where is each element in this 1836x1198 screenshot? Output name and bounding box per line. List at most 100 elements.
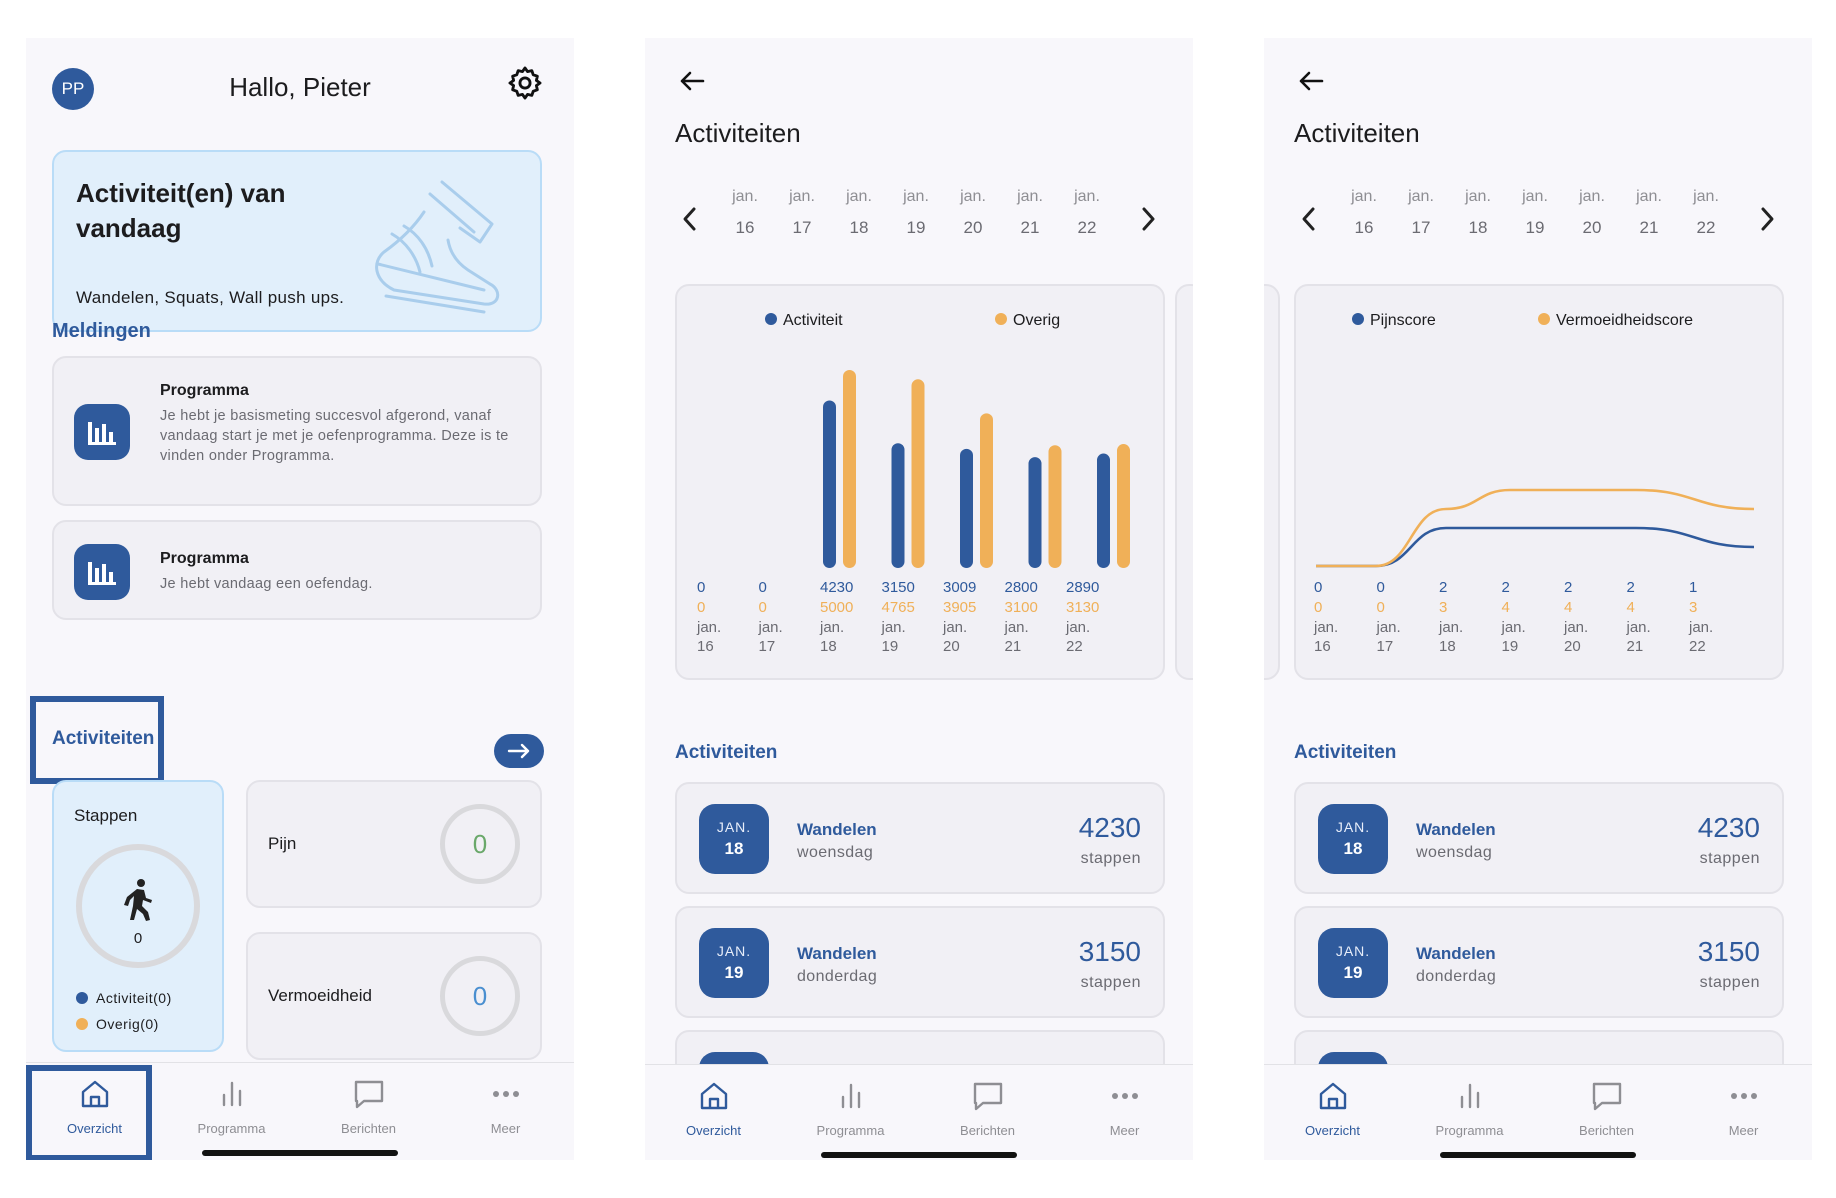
bar-chart-icon xyxy=(841,1083,860,1109)
today-activities-card[interactable]: Activiteit(en) van vandaag Wandelen, Squ… xyxy=(52,150,542,332)
day-item[interactable]: jan. 22 xyxy=(1693,188,1719,237)
x-tick-label: jan. xyxy=(696,619,721,636)
day-item[interactable]: jan. 17 xyxy=(1408,188,1434,237)
tab-programma[interactable]: Programma xyxy=(782,1065,919,1160)
tab-programma[interactable]: Programma xyxy=(163,1063,300,1160)
legend-dot xyxy=(1538,313,1550,325)
avatar[interactable]: PP xyxy=(52,68,94,110)
activities-more-button[interactable] xyxy=(494,734,544,768)
next-chart-card-edge[interactable] xyxy=(1175,284,1193,680)
tab-berichten[interactable]: Berichten xyxy=(919,1065,1056,1160)
day-item[interactable]: jan. 22 xyxy=(1074,188,1100,237)
data-label: 0 xyxy=(759,579,767,596)
chevron-right-icon[interactable] xyxy=(1137,202,1159,236)
day-item[interactable]: jan. 20 xyxy=(960,188,986,237)
more-icon xyxy=(1730,1093,1757,1099)
tab-overzicht[interactable]: Overzicht xyxy=(645,1065,782,1160)
day-item[interactable]: jan. 19 xyxy=(1522,188,1548,237)
data-label: 3100 xyxy=(1005,599,1038,616)
score-line-chart-card[interactable]: Pijnscore Vermoeidheidscore 0 0 0 0 2 3 2 4 2 4 2 4 1 3… xyxy=(1294,284,1784,680)
data-label: 0 xyxy=(1377,599,1385,616)
day-item[interactable]: jan. 20 xyxy=(1579,188,1605,237)
notification-card[interactable]: Programma Je hebt vandaag een oefendag. xyxy=(52,520,542,620)
list-item[interactable]: JAN. 19 Wandelen donderdag 3150 stappen xyxy=(1294,906,1784,1018)
steps-card[interactable]: Stappen 0 Activiteit(0) Overig(0) xyxy=(52,780,224,1052)
legend-dot xyxy=(1352,313,1364,325)
bar xyxy=(843,370,856,568)
tab-meer[interactable]: Meer xyxy=(437,1063,574,1160)
day-item[interactable]: jan. 17 xyxy=(789,188,815,237)
data-label: 2890 xyxy=(1066,579,1099,596)
legend-label: Pijnscore xyxy=(1370,312,1436,329)
x-tick-label: 22 xyxy=(1689,638,1706,655)
day-item[interactable]: jan. 16 xyxy=(1351,188,1377,237)
notification-card[interactable]: Programma Je hebt je basismeting succesv… xyxy=(52,356,542,506)
chevron-right-icon[interactable] xyxy=(1756,202,1778,236)
data-label: 3 xyxy=(1689,599,1697,616)
x-tick-label: 16 xyxy=(697,638,714,655)
day-item[interactable]: jan. 16 xyxy=(732,188,758,237)
data-label: 0 xyxy=(759,599,767,616)
activities-title[interactable]: Activiteiten xyxy=(52,728,155,749)
data-label: 3150 xyxy=(882,579,915,596)
message-icon xyxy=(354,1080,383,1109)
tab-meer[interactable]: Meer xyxy=(1056,1065,1193,1160)
tab-programma[interactable]: Programma xyxy=(1401,1065,1538,1160)
tab-overzicht[interactable]: Overzicht xyxy=(26,1063,163,1160)
notification-title: Programma xyxy=(160,382,249,399)
data-label: 3130 xyxy=(1066,599,1099,616)
day-item[interactable]: jan. 19 xyxy=(903,188,929,237)
activity-unit: stappen xyxy=(1080,850,1141,867)
activity-bar-chart-card[interactable]: Activiteit Overig 0 0 0 0 4230 5000 3150 4765 3009… xyxy=(675,284,1165,680)
x-tick-label: jan. xyxy=(1004,619,1029,636)
previous-chart-card-edge[interactable] xyxy=(1264,284,1280,680)
tab-meer[interactable]: Meer xyxy=(1675,1065,1812,1160)
overview-screen: PP Hallo, Pieter Activiteit(en) van vand… xyxy=(26,38,574,1160)
activity-value: 4230 xyxy=(1697,812,1760,843)
legend-dot xyxy=(765,313,777,325)
home-indicator xyxy=(821,1152,1017,1158)
x-tick-label: 18 xyxy=(820,638,837,655)
back-arrow-icon[interactable] xyxy=(1296,66,1326,96)
tab-overzicht[interactable]: Overzicht xyxy=(1264,1065,1401,1160)
notification-text: Je hebt vandaag een oefendag. xyxy=(160,576,373,592)
list-item[interactable]: JAN. 18 Wandelen woensdag 4230 stappen xyxy=(675,782,1165,894)
page-title: Activiteiten xyxy=(1294,118,1420,148)
activity-bar-chart: Activiteit Overig 0 0 0 0 4230 5000 3150 4765 3009… xyxy=(696,312,1130,655)
arrow-right-icon xyxy=(507,743,530,759)
data-label: 3009 xyxy=(943,579,976,596)
steps-label: Stappen xyxy=(74,806,138,825)
day-item[interactable]: jan. 18 xyxy=(846,188,872,237)
x-tick-label: 19 xyxy=(882,638,899,655)
activities-list-title: Activiteiten xyxy=(1294,742,1397,763)
x-tick-label: jan. xyxy=(881,619,906,636)
bar xyxy=(823,400,836,568)
x-tick-label: jan. xyxy=(1376,619,1401,636)
data-label: 0 xyxy=(1377,579,1385,596)
tab-berichten[interactable]: Berichten xyxy=(300,1063,437,1160)
data-label: 1 xyxy=(1689,579,1697,596)
data-label: 4 xyxy=(1564,599,1572,616)
activity-unit: stappen xyxy=(1699,850,1760,867)
gear-icon[interactable] xyxy=(506,64,544,102)
x-tick-label: 21 xyxy=(1005,638,1022,655)
chevron-left-icon[interactable] xyxy=(679,202,701,236)
back-arrow-icon[interactable] xyxy=(677,66,707,96)
day-item[interactable]: jan. 21 xyxy=(1636,188,1662,237)
data-label: 0 xyxy=(697,599,705,616)
list-item[interactable]: JAN. 19 Wandelen donderdag 3150 stappen xyxy=(675,906,1165,1018)
series-line xyxy=(1316,488,1755,568)
chevron-left-icon[interactable] xyxy=(1298,202,1320,236)
x-tick-label: jan. xyxy=(1501,619,1526,636)
list-item[interactable]: JAN. 18 Wandelen woensdag 4230 stappen xyxy=(1294,782,1784,894)
pain-value: 0 xyxy=(440,804,520,884)
activity-unit: stappen xyxy=(1080,974,1141,991)
x-tick-label: jan. xyxy=(1313,619,1338,636)
day-item[interactable]: jan. 18 xyxy=(1465,188,1491,237)
pain-card[interactable]: Pijn 0 xyxy=(246,780,542,908)
day-item[interactable]: jan. 21 xyxy=(1017,188,1043,237)
data-label: 0 xyxy=(1314,599,1322,616)
tab-berichten[interactable]: Berichten xyxy=(1538,1065,1675,1160)
activity-value: 3150 xyxy=(1697,936,1760,967)
fatigue-card[interactable]: Vermoeidheid 0 xyxy=(246,932,542,1060)
